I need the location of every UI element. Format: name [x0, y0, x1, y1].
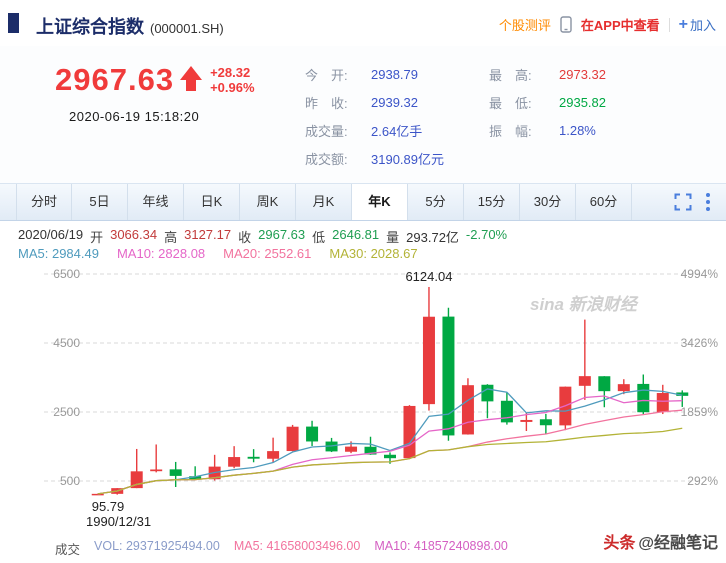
stat-volume-label: 成交量:	[305, 123, 348, 139]
tab-fenshi[interactable]: 分时	[16, 184, 72, 220]
svg-text:6124.04: 6124.04	[405, 269, 452, 284]
index-title-group: 上证综合指数 (000001.SH)	[36, 13, 224, 39]
tab-15min[interactable]: 15分	[464, 184, 520, 220]
svg-text:6500: 6500	[53, 267, 80, 281]
volume-value: 293.72亿	[406, 230, 459, 245]
svg-text:3426%: 3426%	[681, 336, 719, 350]
toutiao-logo: 头条	[603, 535, 636, 552]
volume-section-label: 成交	[55, 543, 81, 557]
stat-low-label: 最 低:	[489, 95, 532, 111]
svg-text:sina 新浪财经: sina 新浪财经	[530, 295, 639, 314]
stat-volume-value: 2.64亿手	[371, 123, 423, 139]
low-value: 2646.81	[332, 227, 380, 242]
volume-ma5: MA5: 41658003496.00	[233, 539, 361, 553]
stat-amplitude-value: 1.28%	[559, 122, 596, 138]
candle-date: 2020/06/19	[18, 227, 84, 242]
low-label: 低	[312, 230, 326, 245]
tab-week-k[interactable]: 周K	[240, 184, 296, 220]
ma30-legend: MA30: 2028.67	[329, 246, 418, 261]
kline-chart-svg: 6500 4994% 4500 3426% 2500 1859% 500 292% sina 新…	[44, 267, 719, 529]
quote-timestamp: 2020-06-19 15:18:20	[69, 109, 200, 124]
open-value: 3066.34	[110, 227, 158, 242]
stock-code: (000001.SH)	[150, 21, 224, 36]
page-title: 上证综合指数	[36, 17, 144, 37]
svg-text:500: 500	[60, 474, 80, 488]
period-change-percent: -2.70%	[465, 227, 508, 242]
tabbar-tools	[674, 184, 726, 220]
volume-footer: 成交 VOL: 29371925494.00 MA5: 41658003496.…	[55, 539, 508, 558]
tab-day-k[interactable]: 日K	[184, 184, 240, 220]
tab-60min[interactable]: 60分	[576, 184, 632, 220]
quote-panel: 2967.63 +28.32 +0.96% 2020-06-19 15:18:2…	[0, 46, 726, 183]
fullscreen-icon[interactable]	[674, 193, 692, 211]
svg-text:1990/12/31: 1990/12/31	[86, 514, 151, 529]
stat-open-label: 今 开:	[305, 67, 348, 83]
stat-turnover-label: 成交额:	[305, 151, 348, 167]
close-label: 收	[238, 230, 252, 245]
join-label: 加入	[689, 18, 716, 33]
tab-30min[interactable]: 30分	[520, 184, 576, 220]
quote-stats: 今 开: 2938.79 最 高: 2973.32 昨 收: 2939.32 最…	[305, 60, 679, 172]
author-handle: @经融笔记	[638, 535, 718, 552]
volume-ma10: MA10: 41857240898.00	[374, 539, 508, 553]
high-label: 高	[164, 230, 178, 245]
tab-month-k[interactable]: 月K	[296, 184, 352, 220]
period-tabs: 分时 5日 年线 日K 周K 月K 年K 5分 15分 30分 60分	[0, 184, 674, 220]
header-actions: 个股测评 在APP中查看 + 加入	[499, 15, 716, 34]
svg-text:2500: 2500	[53, 405, 80, 419]
stat-open-value: 2938.79	[371, 66, 418, 82]
svg-text:4994%: 4994%	[681, 267, 719, 281]
view-in-app-link[interactable]: 在APP中查看	[580, 18, 660, 33]
page-header: 上证综合指数 (000001.SH) 个股测评 在APP中查看 + 加入	[0, 0, 726, 46]
volume-label: 量	[386, 230, 400, 245]
current-price: 2967.63	[55, 62, 175, 97]
stat-high-label: 最 高:	[489, 67, 532, 83]
kline-chart[interactable]: 6500 4994% 4500 3426% 2500 1859% 500 292% sina 新…	[0, 262, 726, 534]
candle-info-line: 2020/06/19 开 3066.34 高 3127.17 收 2967.63…	[18, 227, 507, 246]
tab-yearline[interactable]: 年线	[128, 184, 184, 220]
ma-legend: MA5: 2984.49 MA10: 2828.08 MA20: 2552.61…	[18, 246, 418, 261]
stock-evaluate-link[interactable]: 个股测评	[498, 18, 551, 33]
svg-text:4500: 4500	[53, 336, 80, 350]
stat-prevclose-value: 2939.32	[371, 94, 418, 110]
stat-low-value: 2935.82	[559, 94, 606, 110]
stat-prevclose-label: 昨 收:	[305, 95, 348, 111]
header-separator	[668, 17, 670, 32]
chart-period-tabbar: 分时 5日 年线 日K 周K 月K 年K 5分 15分 30分 60分	[0, 183, 726, 221]
volume-total: VOL: 29371925494.00	[94, 539, 220, 553]
tab-5min[interactable]: 5分	[408, 184, 464, 220]
price-up-arrow-icon	[180, 66, 203, 94]
tab-5day[interactable]: 5日	[72, 184, 128, 220]
svg-text:1859%: 1859%	[681, 405, 719, 419]
price-change: +28.32	[210, 65, 251, 80]
svg-text:292%: 292%	[687, 474, 718, 488]
add-to-watchlist-button[interactable]: + 加入	[679, 15, 716, 34]
stat-turnover-value: 3190.89亿元	[371, 151, 444, 167]
svg-text:95.79: 95.79	[92, 499, 125, 514]
price-block: 2967.63 +28.32 +0.96% 2020-06-19 15:18:2…	[55, 62, 305, 124]
stat-amplitude-label: 振 幅:	[489, 123, 532, 139]
site-logo-mark	[8, 13, 19, 33]
ma20-legend: MA20: 2552.61	[223, 246, 312, 261]
bottom-right-watermark: 头条 @经融笔记	[603, 529, 718, 553]
open-label: 开	[90, 230, 104, 245]
stat-high-value: 2973.32	[559, 66, 606, 82]
close-value: 2967.63	[258, 227, 306, 242]
ma10-legend: MA10: 2828.08	[116, 246, 206, 261]
phone-icon	[560, 16, 572, 33]
plus-icon: +	[678, 15, 688, 33]
ma5-legend: MA5: 2984.49	[18, 246, 99, 261]
tab-year-k[interactable]: 年K	[352, 184, 408, 220]
high-value: 3127.17	[184, 227, 232, 242]
more-options-icon[interactable]	[704, 192, 712, 212]
price-change-percent: +0.96%	[210, 80, 255, 95]
